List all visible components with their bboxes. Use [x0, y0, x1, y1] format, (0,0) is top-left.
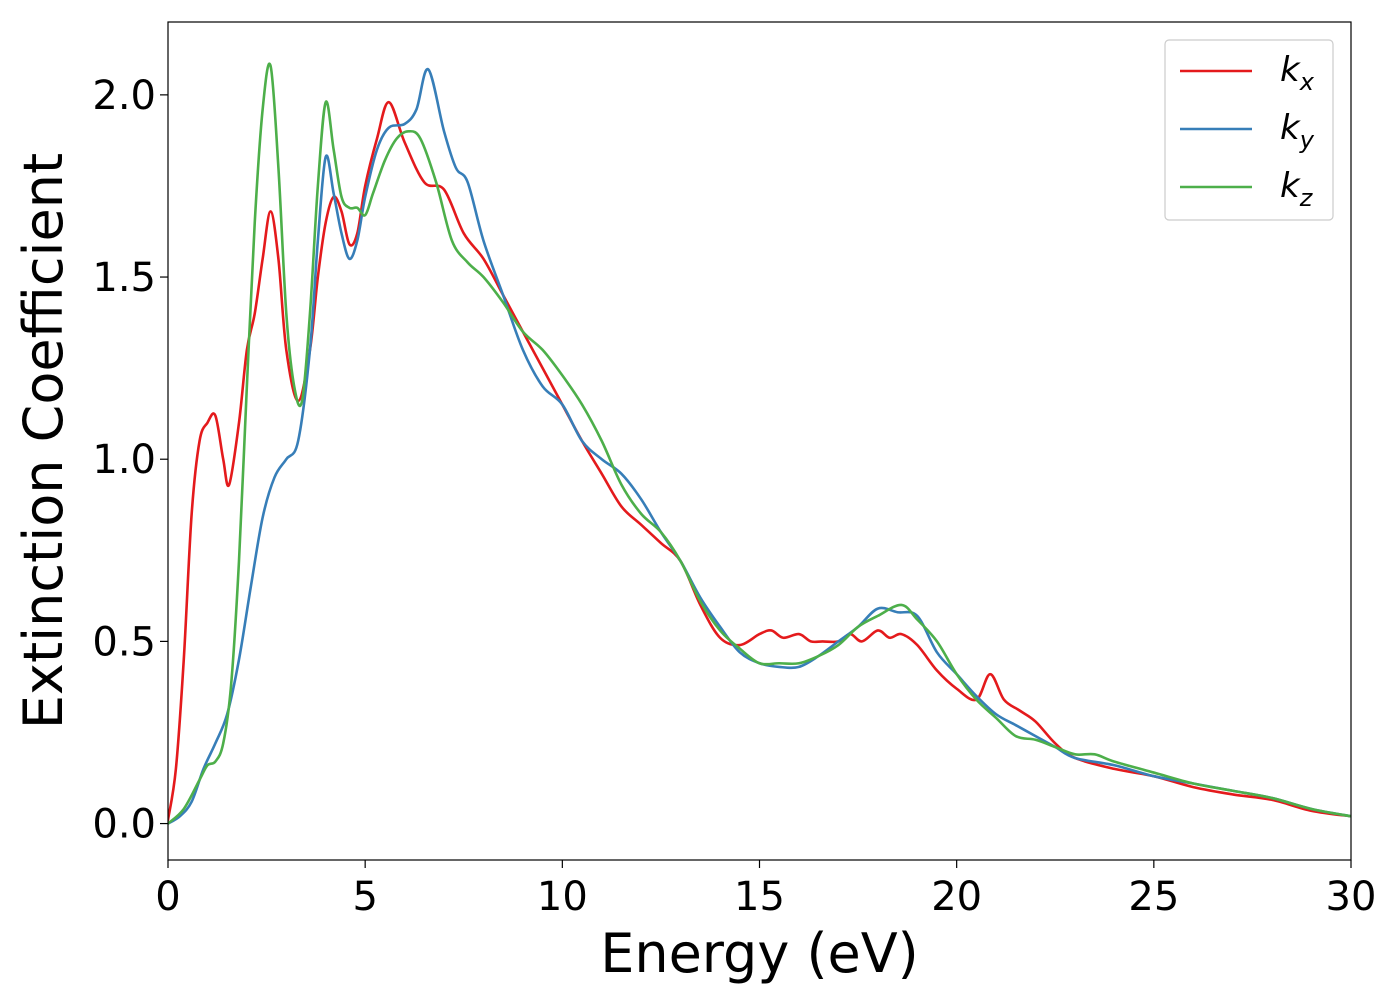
series-line-k-y — [168, 68, 1351, 825]
x-tick-label: 20 — [931, 874, 982, 920]
y-tick-label: 0.0 — [92, 802, 156, 848]
legend-label-k-y: ky — [1280, 108, 1315, 154]
y-tick-label: 1.0 — [92, 437, 156, 483]
x-tick-label: 25 — [1128, 874, 1179, 920]
plot-lines — [168, 62, 1351, 825]
x-tick-label: 15 — [734, 874, 785, 920]
y-tick-label: 0.5 — [92, 619, 156, 665]
x-axis-label: Energy (eV) — [600, 922, 919, 985]
x-tick-label: 0 — [155, 874, 180, 920]
legend-label-k-x: kx — [1280, 50, 1315, 96]
x-axis-ticks: 0 5 10 15 20 25 30 — [155, 860, 1376, 920]
x-tick-label: 5 — [352, 874, 377, 920]
y-axis-label: Extinction Coefficient — [12, 153, 75, 729]
y-tick-label: 1.5 — [92, 255, 156, 301]
y-axis-ticks: 0.0 0.5 1.0 1.5 2.0 — [92, 73, 168, 848]
legend: kx ky kz — [1164, 39, 1334, 221]
legend-label-k-z: kz — [1280, 166, 1314, 212]
y-tick-label: 2.0 — [92, 73, 156, 119]
x-tick-label: 10 — [537, 874, 588, 920]
series-line-k-z — [168, 62, 1351, 825]
x-tick-label: 30 — [1326, 874, 1377, 920]
